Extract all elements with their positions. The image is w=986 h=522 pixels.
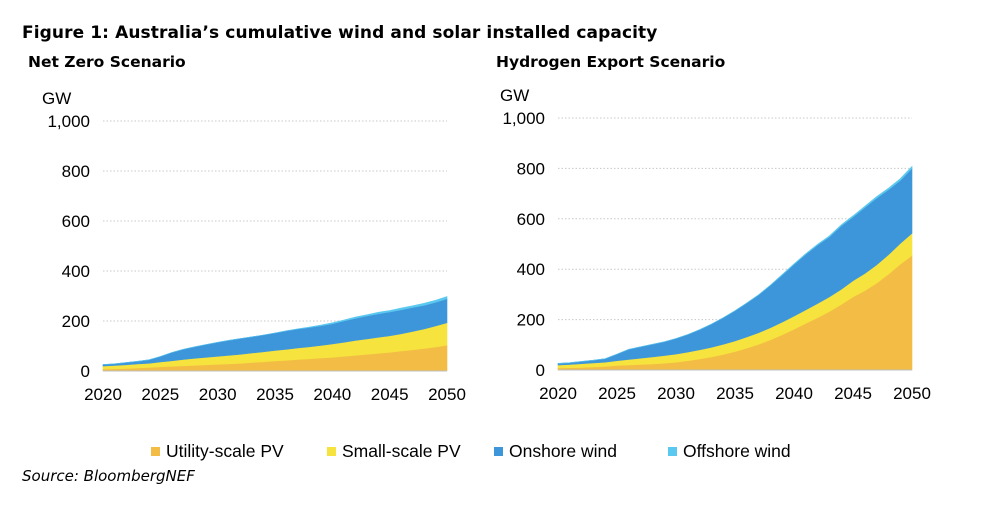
legend-label-small-pv: Small-scale PV <box>342 440 461 461</box>
y-tick-label: 400 <box>517 260 545 279</box>
area-offshore-wind <box>557 165 913 364</box>
x-tick-label: 2025 <box>141 385 179 404</box>
x-tick-label: 2045 <box>371 385 409 404</box>
y-tick-label: 400 <box>62 262 90 281</box>
y-axis-unit: GW <box>42 89 71 108</box>
legend-label-onshore-wind: Onshore wind <box>509 440 617 461</box>
area-offshore-wind <box>102 296 448 365</box>
x-tick-label: 2020 <box>539 384 577 403</box>
y-tick-label: 800 <box>62 162 90 181</box>
legend-item-onshore-wind: Onshore wind <box>494 437 617 465</box>
x-tick-label: 2050 <box>893 384 931 403</box>
legend-swatch-small-pv <box>327 446 336 456</box>
x-tick-label: 2040 <box>775 384 813 403</box>
y-tick-label: 200 <box>62 312 90 331</box>
y-axis-unit: GW <box>500 86 529 105</box>
legend-swatch-offshore-wind <box>668 446 677 456</box>
legend-label-utility-pv: Utility-scale PV <box>166 440 284 461</box>
legend-item-small-pv: Small-scale PV <box>327 437 461 465</box>
x-tick-label: 2020 <box>84 385 122 404</box>
x-tick-label: 2035 <box>716 384 754 403</box>
x-tick-label: 2045 <box>834 384 872 403</box>
source-note: Source: BloombergNEF <box>22 467 195 485</box>
y-tick-label: 600 <box>517 210 545 229</box>
y-tick-label: 0 <box>536 361 545 380</box>
x-tick-label: 2050 <box>428 385 466 404</box>
y-tick-label: 1,000 <box>502 109 545 128</box>
x-tick-label: 2025 <box>598 384 636 403</box>
panel-title-net-zero: Net Zero Scenario <box>28 53 186 71</box>
x-tick-label: 2040 <box>313 385 351 404</box>
legend-label-offshore-wind: Offshore wind <box>683 440 791 461</box>
y-tick-label: 1,000 <box>47 112 90 131</box>
y-tick-label: 200 <box>517 311 545 330</box>
legend-item-utility-pv: Utility-scale PV <box>151 437 284 465</box>
panel-title-hydrogen-export: Hydrogen Export Scenario <box>496 53 726 71</box>
chart-legend: Utility-scale PV Small-scale PV Onshore … <box>0 437 986 465</box>
x-tick-label: 2035 <box>256 385 294 404</box>
y-tick-label: 600 <box>62 212 90 231</box>
x-tick-label: 2030 <box>199 385 237 404</box>
chart-hydrogen-export: 0 200 400 600 800 1,000 GW 2020 2025 2030 2035 2040… <box>500 86 931 403</box>
y-tick-label: 800 <box>517 159 545 178</box>
legend-swatch-utility-pv <box>151 446 160 456</box>
x-tick-label: 2030 <box>657 384 695 403</box>
chart-net-zero: 0 200 400 600 800 1,000 GW 2020 2025 2030 2035 2040… <box>42 89 466 404</box>
figure-title: Figure 1: Australia’s cumulative wind an… <box>22 23 658 43</box>
y-tick-label: 0 <box>81 362 90 381</box>
legend-swatch-onshore-wind <box>494 446 503 456</box>
legend-item-offshore-wind: Offshore wind <box>668 437 791 465</box>
